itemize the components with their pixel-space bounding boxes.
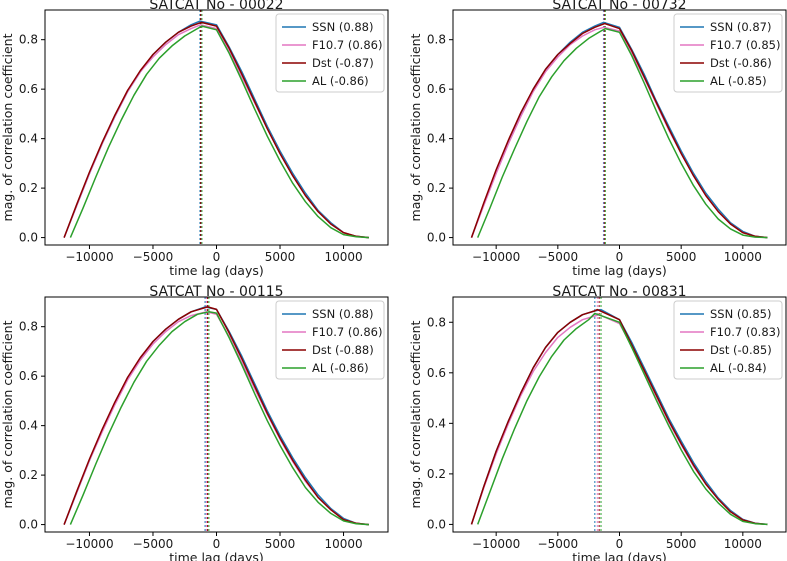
x-tick-label: −5000 [538,250,579,264]
y-tick-label: 0.2 [427,181,446,195]
x-tick-label: −5000 [133,537,174,551]
x-axis-label: time lag (days) [169,550,264,561]
y-tick-label: 0.8 [19,320,38,334]
x-tick-label: 0 [616,537,624,551]
y-tick-label: 0.4 [19,419,38,433]
y-tick-label: 0.6 [19,82,38,96]
y-tick-label: 0.0 [19,518,38,532]
y-tick-label: 0.8 [427,33,446,47]
y-tick-label: 0.8 [19,33,38,47]
x-tick-label: −10000 [65,537,113,551]
y-tick-label: 0.2 [19,468,38,482]
x-tick-label: 5000 [265,250,296,264]
x-tick-label: 0 [616,250,624,264]
chart-title: SATCAT No - 00732 [552,0,686,13]
legend: SSN (0.88) F10.7 (0.86) Dst (-0.88) AL (-0.… [275,300,385,380]
legend: SSN (0.87) F10.7 (0.85) Dst (-0.86) AL (-0.… [673,13,783,93]
chart-panel: −10000 −5000 0 5000 10000 0.0 0.2 0.4 0.6 0.8 SATC… [408,284,787,561]
chart-panel: −10000 −5000 0 5000 10000 0.0 0.2 0.4 0.6 0.8 SATC… [0,284,389,561]
chart-title: SATCAT No - 00022 [149,0,283,13]
y-axis-label: mag. of correlation coefficient [0,33,15,221]
legend: SSN (0.85) F10.7 (0.83) Dst (-0.85) AL (-0.… [673,300,783,380]
x-tick-label: 0 [213,250,221,264]
x-tick-label: 10000 [324,250,362,264]
y-axis-label: mag. of correlation coefficient [408,320,423,508]
series-line [477,27,768,239]
legend-entry: AL (-0.86) [312,74,369,88]
legend-box [275,13,385,93]
x-axis-label: time lag (days) [572,263,667,278]
legend-box [673,300,783,380]
x-tick-label: 10000 [724,250,762,264]
x-axis-label: time lag (days) [572,550,667,561]
y-axis-label: mag. of correlation coefficient [0,320,15,508]
legend-entry: Dst (-0.85) [710,343,772,357]
x-axis-label: time lag (days) [169,263,264,278]
legend-entry: Dst (-0.87) [312,56,374,70]
x-tick-label: −5000 [538,537,579,551]
legend: SSN (0.88) F10.7 (0.86) Dst (-0.87) AL (-0.… [275,13,385,93]
chart-panel: −10000 −5000 0 5000 10000 0.0 0.2 0.4 0.6 0.8 SATC… [408,0,787,278]
y-tick-label: 0.0 [19,231,38,245]
legend-entry: SSN (0.88) [312,307,373,321]
x-tick-label: 0 [213,537,221,551]
series-line [69,25,369,239]
series-line [63,306,369,526]
y-tick-label: 0.4 [19,132,38,146]
legend-entry: AL (-0.86) [312,361,369,375]
y-tick-label: 0.6 [427,366,446,380]
legend-entry: AL (-0.84) [710,361,767,375]
legend-entry: Dst (-0.86) [710,56,772,70]
chart-title: SATCAT No - 00831 [552,284,686,300]
x-tick-label: −5000 [133,250,174,264]
series-line [470,308,768,526]
y-tick-label: 0.8 [427,315,446,329]
x-tick-label: 5000 [265,537,296,551]
legend-entry: Dst (-0.88) [312,343,374,357]
x-tick-label: 5000 [666,250,697,264]
legend-entry: F10.7 (0.86) [312,325,382,339]
legend-entry: F10.7 (0.85) [710,38,780,52]
legend-entry: AL (-0.85) [710,74,767,88]
legend-box [275,300,385,380]
y-tick-label: 0.0 [427,231,446,245]
y-tick-label: 0.2 [427,467,446,481]
x-tick-label: 10000 [724,537,762,551]
y-tick-label: 0.0 [427,517,446,531]
legend-entry: SSN (0.87) [710,20,771,34]
y-tick-label: 0.6 [427,82,446,96]
legend-box [673,13,783,93]
series-line [476,312,768,526]
legend-entry: SSN (0.85) [710,307,771,321]
x-tick-label: 10000 [324,537,362,551]
y-tick-label: 0.2 [19,181,38,195]
x-tick-label: −10000 [65,250,113,264]
legend-entry: SSN (0.88) [312,20,373,34]
series-line [69,311,369,526]
x-tick-label: 5000 [666,537,697,551]
x-tick-label: −10000 [472,250,520,264]
legend-entry: F10.7 (0.86) [312,38,382,52]
x-tick-label: −10000 [472,537,520,551]
y-tick-label: 0.4 [427,132,446,146]
chart-title: SATCAT No - 00115 [149,284,283,300]
y-axis-label: mag. of correlation coefficient [408,33,423,221]
series-line [470,22,768,239]
chart-panel: −10000 −5000 0 5000 10000 0.0 0.2 0.4 0.6 0.8 SATC… [0,0,389,278]
y-tick-label: 0.6 [19,369,38,383]
series-line [63,21,369,239]
y-tick-label: 0.4 [427,416,446,430]
legend-entry: F10.7 (0.83) [710,325,780,339]
